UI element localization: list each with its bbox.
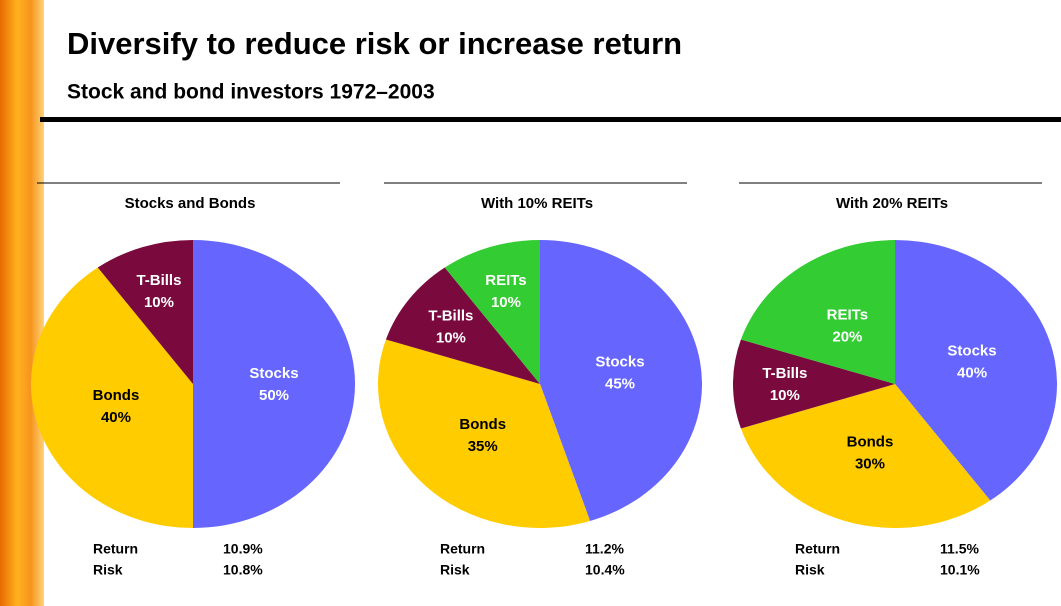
slice-label: Bonds xyxy=(847,433,894,450)
slice-label: REITs xyxy=(485,272,526,289)
slice-value-label: 20% xyxy=(832,329,862,346)
pie-slice xyxy=(385,267,540,384)
stat-label: Return xyxy=(795,541,840,557)
slice-label: T-Bills xyxy=(762,365,807,382)
slice-label: Bonds xyxy=(93,387,140,404)
pie-slice xyxy=(97,240,193,384)
slice-value-label: 10% xyxy=(436,329,466,346)
slice-value-label: 10% xyxy=(144,294,174,311)
slide-title: Diversify to reduce risk or increase ret… xyxy=(67,26,682,61)
stat-label: Risk xyxy=(440,562,470,578)
slice-value-label: 45% xyxy=(605,376,635,393)
pie-slice xyxy=(193,240,355,528)
slice-value-label: 40% xyxy=(957,365,987,382)
slice-label: Bonds xyxy=(459,416,506,433)
slice-value-label: 10% xyxy=(770,387,800,404)
pie-slice xyxy=(540,240,702,521)
pie-slice xyxy=(732,339,895,429)
pie-slice xyxy=(377,339,591,528)
pie-slice xyxy=(444,240,540,384)
slice-label: Stocks xyxy=(947,343,996,360)
pie-slice xyxy=(895,240,1057,501)
stat-label: Risk xyxy=(93,562,123,578)
slice-value-label: 10% xyxy=(491,294,521,311)
pie-slice xyxy=(30,267,194,528)
slice-value-label: 40% xyxy=(101,409,131,426)
stat-value: 11.5% xyxy=(940,541,979,557)
stat-value: 11.2% xyxy=(585,541,624,557)
slice-label: REITs xyxy=(827,307,868,324)
chart-title: With 20% REITs xyxy=(836,195,948,212)
header-rule xyxy=(40,117,1061,122)
stat-label: Risk xyxy=(795,562,825,578)
stat-value: 10.4% xyxy=(585,562,625,578)
pie-slice xyxy=(740,384,991,528)
pie-slice xyxy=(740,240,895,384)
slice-value-label: 50% xyxy=(259,387,289,404)
slice-value-label: 35% xyxy=(468,438,498,455)
flame-strip xyxy=(0,0,44,606)
chart-title: With 10% REITs xyxy=(481,195,593,212)
slice-label: T-Bills xyxy=(428,307,473,324)
stat-value: 10.1% xyxy=(940,562,980,578)
slice-label: T-Bills xyxy=(136,272,181,289)
stat-value: 10.9% xyxy=(223,541,263,557)
chart-title: Stocks and Bonds xyxy=(125,195,256,212)
slice-label: Stocks xyxy=(249,365,298,382)
stat-label: Return xyxy=(440,541,485,557)
slide-subtitle: Stock and bond investors 1972–2003 xyxy=(67,81,435,104)
stat-value: 10.8% xyxy=(223,562,263,578)
stat-label: Return xyxy=(93,541,138,557)
slice-label: Stocks xyxy=(595,354,644,371)
slice-value-label: 30% xyxy=(855,455,885,472)
